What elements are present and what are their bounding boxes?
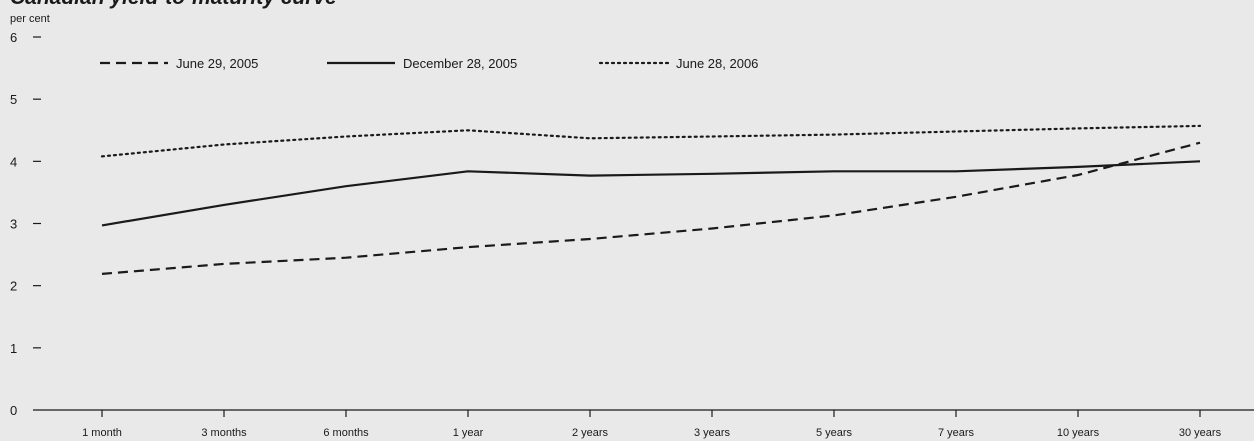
y-tick-label: 4 bbox=[10, 154, 17, 169]
y-tick-label: 0 bbox=[10, 403, 17, 418]
y-tick-label: 5 bbox=[10, 92, 17, 107]
chart-title: Canadian yield-to-maturity curve bbox=[10, 0, 337, 8]
x-tick-label: 30 years bbox=[1179, 427, 1222, 439]
x-tick-label: 1 month bbox=[82, 427, 122, 439]
x-tick-label: 3 years bbox=[694, 427, 731, 439]
y-tick-label: 1 bbox=[10, 341, 17, 356]
legend-label: December 28, 2005 bbox=[403, 56, 517, 71]
series-line-1 bbox=[101, 141, 1201, 275]
x-tick-label: 2 years bbox=[572, 427, 609, 439]
x-tick-label: 10 years bbox=[1057, 427, 1100, 439]
series-line-2 bbox=[101, 160, 1201, 227]
x-tick-label: 1 year bbox=[453, 427, 484, 439]
y-tick-label: 2 bbox=[10, 279, 17, 294]
y-axis: 0 1 2 3 4 5 6 bbox=[10, 30, 41, 418]
y-tick-label: 3 bbox=[10, 217, 17, 232]
x-tick-label: 3 months bbox=[201, 427, 247, 439]
y-axis-unit-label: per cent bbox=[10, 13, 50, 25]
x-tick-label: 5 years bbox=[816, 427, 853, 439]
x-tick-label: 6 months bbox=[323, 427, 369, 439]
y-tick-label: 6 bbox=[10, 30, 17, 45]
legend-label: June 28, 2006 bbox=[676, 56, 758, 71]
legend: June 29, 2005 December 28, 2005 June 28, 2… bbox=[100, 56, 758, 71]
x-axis: 1 month 3 months 6 months 1 year 2 years 3 ye… bbox=[33, 409, 1254, 439]
series-line-3 bbox=[100, 124, 1202, 158]
x-tick-label: 7 years bbox=[938, 427, 975, 439]
series-layer bbox=[100, 124, 1202, 275]
legend-label: June 29, 2005 bbox=[176, 56, 258, 71]
